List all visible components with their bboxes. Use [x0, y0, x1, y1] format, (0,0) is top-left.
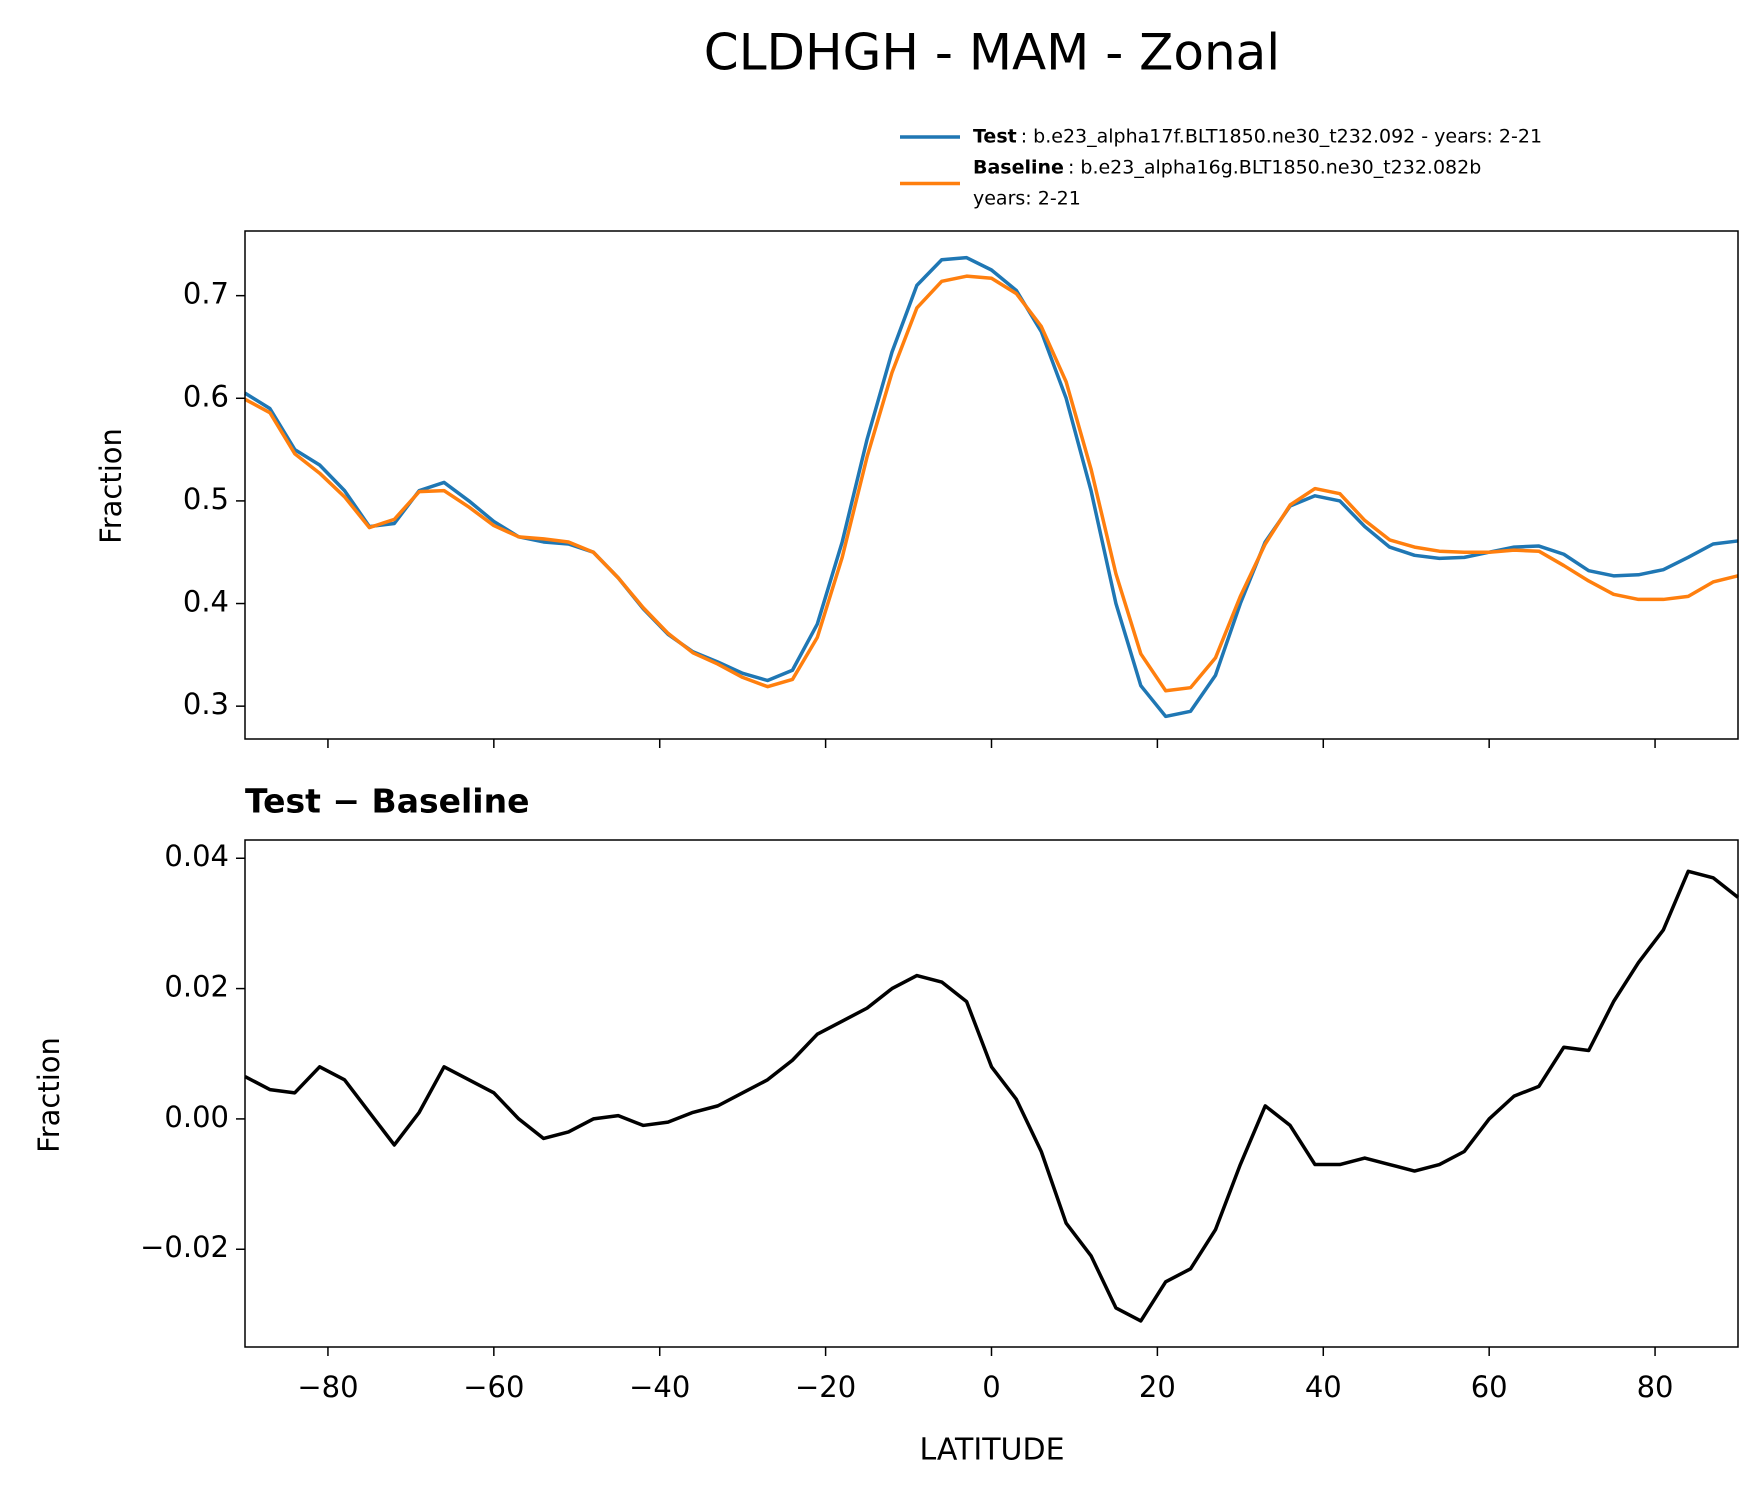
x-tick-label: 60: [1471, 1370, 1508, 1404]
y-tick-label: 0.04: [164, 839, 229, 873]
y-tick-label: 0.7: [183, 277, 229, 311]
y-tick-label: 0.02: [164, 970, 229, 1004]
legend-description: years: 2-21: [973, 188, 1081, 210]
x-tick-label: 20: [1139, 1370, 1176, 1404]
x-tick-label: −40: [629, 1370, 690, 1404]
y-tick-label: 0.00: [164, 1100, 229, 1134]
data-line: [244, 869, 1740, 1323]
legend-description: : b.e23_alpha16g.BLT1850.ne30_t232.082b: [1068, 157, 1481, 179]
x-tick-label: −60: [463, 1370, 524, 1404]
x-tick-label: 40: [1305, 1370, 1342, 1404]
y-tick-label: 0.6: [183, 379, 229, 413]
y-tick-label: 0.5: [183, 482, 229, 516]
y-tick-label: 0.3: [183, 687, 229, 721]
x-tick-label: 0: [982, 1370, 1000, 1404]
figure-title: CLDHGH - MAM - Zonal: [704, 24, 1280, 82]
y-tick-label: −0.02: [140, 1230, 229, 1264]
plot-frame: [244, 230, 1739, 740]
legend-name: Baseline: [973, 157, 1064, 179]
data-line: [244, 274, 1739, 693]
legend-description: : b.e23_alpha17f.BLT1850.ne30_t232.092 -…: [1021, 126, 1542, 148]
x-axis-label: LATITUDE: [919, 1433, 1064, 1468]
x-tick-label: 80: [1637, 1370, 1674, 1404]
x-tick-label: −80: [297, 1370, 358, 1404]
legend-name: Test: [973, 126, 1017, 148]
y-axis-label: Fraction: [32, 1037, 66, 1153]
x-tick-label: −20: [795, 1370, 856, 1404]
y-tick-label: 0.4: [183, 585, 229, 619]
y-axis-label: Fraction: [94, 428, 128, 544]
subplot-title: Test − Baseline: [245, 782, 530, 821]
data-line: [244, 255, 1739, 719]
plot-frame: [244, 839, 1739, 1348]
